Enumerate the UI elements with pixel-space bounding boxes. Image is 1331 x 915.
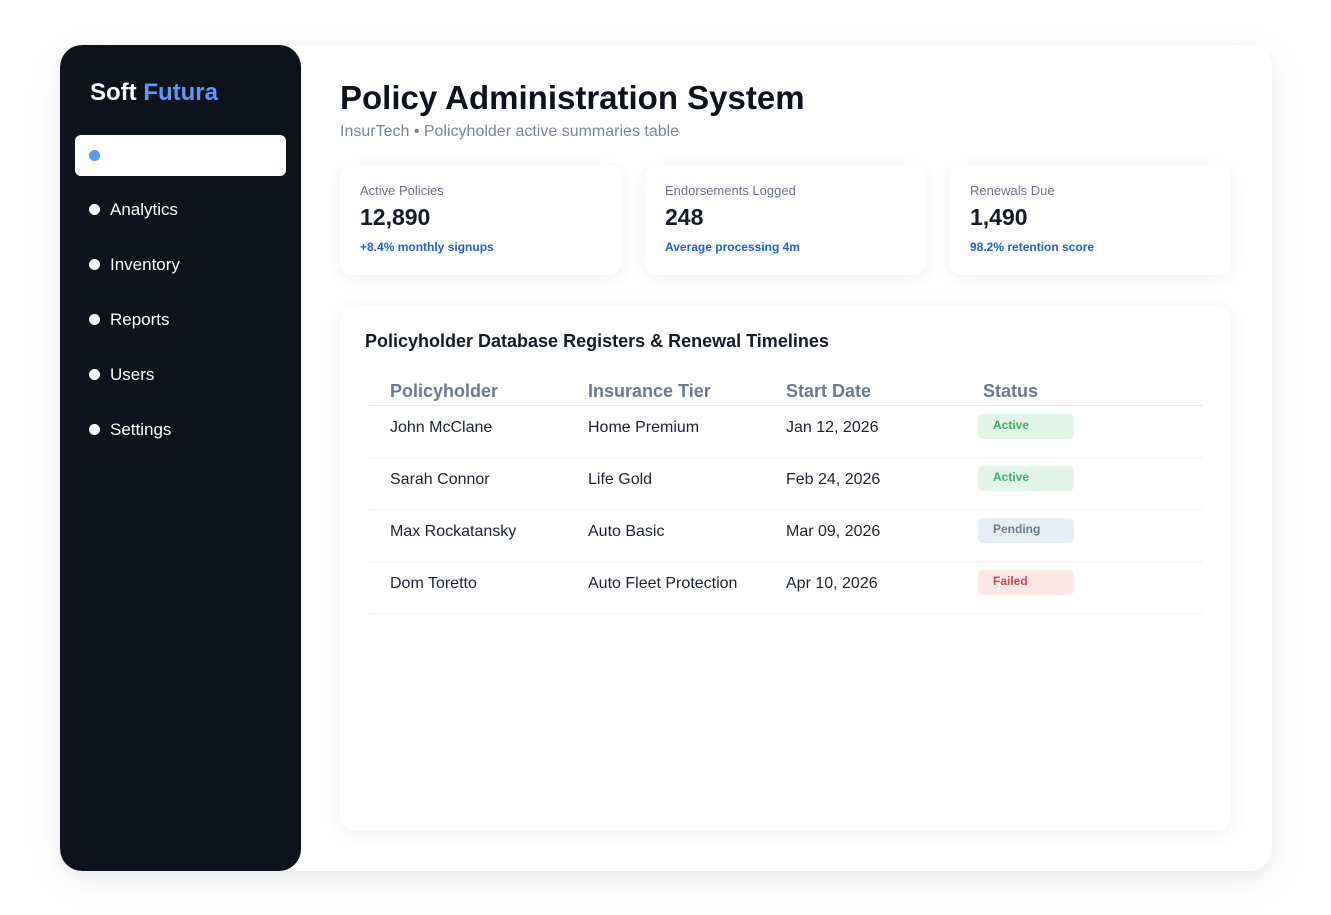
- column-header-status: Status: [983, 381, 1039, 401]
- cell-policyholder: John McClane: [390, 419, 493, 436]
- bullet-dot-icon: [89, 204, 100, 215]
- cell-start-date: Feb 24, 2026: [786, 471, 881, 488]
- table-row[interactable]: John McClane Home Premium Jan 12, 2026 A…: [369, 406, 1202, 458]
- bullet-dot-icon: [89, 314, 100, 325]
- policyholder-table-card: Policyholder Database Registers & Renewa…: [340, 305, 1231, 830]
- column-header-policyholder: Policyholder: [390, 381, 499, 401]
- table-header: Policyholder Insurance Tier Start Date S…: [369, 375, 1202, 406]
- sidebar-item-users[interactable]: Users: [75, 354, 286, 394]
- stat-value: 12,890: [360, 204, 431, 230]
- status-badge: Active: [978, 466, 1074, 491]
- sidebar-item-label: Users: [110, 365, 155, 384]
- brand-name: Soft: [90, 79, 137, 106]
- cell-policyholder: Dom Toretto: [390, 575, 477, 592]
- cell-policyholder: Max Rockatansky: [390, 523, 517, 540]
- sidebar-item-label: Inventory: [110, 255, 180, 274]
- table-row[interactable]: Dom Toretto Auto Fleet Protection Apr 10…: [369, 562, 1202, 614]
- stat-label: Active Policies: [360, 183, 444, 198]
- sidebar-item-settings[interactable]: Settings: [75, 409, 286, 449]
- bullet-dot-icon: [89, 424, 100, 435]
- cell-tier: Life Gold: [588, 471, 653, 488]
- sidebar: Soft Futura Analytics Inventory Reports …: [60, 45, 301, 871]
- table-row[interactable]: Max Rockatansky Auto Basic Mar 09, 2026 …: [369, 510, 1202, 562]
- stat-value: 248: [665, 204, 704, 230]
- bullet-dot-icon: [89, 259, 100, 270]
- sidebar-item-inventory[interactable]: Inventory: [75, 244, 286, 284]
- table-row[interactable]: Sarah Connor Life Gold Feb 24, 2026 Acti…: [369, 458, 1202, 510]
- status-badge: Pending: [978, 518, 1074, 543]
- page-title: Policy Administration System: [340, 79, 805, 116]
- stat-label: Endorsements Logged: [665, 183, 796, 198]
- stat-card-active-policies: Active Policies 12,890 +8.4% monthly sig…: [340, 165, 621, 275]
- cell-start-date: Mar 09, 2026: [786, 523, 881, 540]
- table-title: Policyholder Database Registers & Renewa…: [365, 331, 829, 351]
- sidebar-item-analytics[interactable]: Analytics: [75, 189, 286, 229]
- status-badge: Failed: [978, 570, 1074, 595]
- sidebar-item-reports[interactable]: Reports: [75, 299, 286, 339]
- cell-tier: Home Premium: [588, 419, 700, 436]
- column-header-start-date: Start Date: [786, 381, 872, 401]
- stat-card-endorsements: Endorsements Logged 248 Average processi…: [645, 165, 926, 275]
- brand-accent: Futura: [143, 79, 218, 106]
- active-dot-icon: [89, 150, 100, 161]
- policyholder-table: Policyholder Insurance Tier Start Date S…: [369, 375, 1202, 614]
- bullet-dot-icon: [89, 369, 100, 380]
- sidebar-item-active[interactable]: [75, 135, 286, 176]
- cell-start-date: Apr 10, 2026: [786, 575, 878, 592]
- status-badge: Active: [978, 414, 1074, 439]
- sidebar-item-label: Settings: [110, 420, 172, 439]
- cell-policyholder: Sarah Connor: [390, 471, 490, 488]
- page-subtitle: InsurTech • Policyholder active summarie…: [340, 123, 680, 140]
- stat-note: Average processing 4m: [665, 240, 800, 254]
- stat-card-renewals: Renewals Due 1,490 98.2% retention score: [950, 165, 1231, 275]
- cell-tier: Auto Fleet Protection: [588, 575, 738, 592]
- cell-tier: Auto Basic: [588, 523, 665, 540]
- brand-logo: Soft Futura: [90, 79, 218, 107]
- sidebar-item-label: Reports: [110, 310, 170, 329]
- stat-value: 1,490: [970, 204, 1028, 230]
- stat-label: Renewals Due: [970, 183, 1055, 198]
- cell-start-date: Jan 12, 2026: [786, 419, 879, 436]
- stat-note: 98.2% retention score: [970, 240, 1095, 254]
- stat-note: +8.4% monthly signups: [360, 240, 494, 254]
- app-window: Soft Futura Analytics Inventory Reports …: [60, 45, 1272, 871]
- column-header-tier: Insurance Tier: [588, 381, 711, 401]
- sidebar-item-label: Analytics: [110, 200, 179, 219]
